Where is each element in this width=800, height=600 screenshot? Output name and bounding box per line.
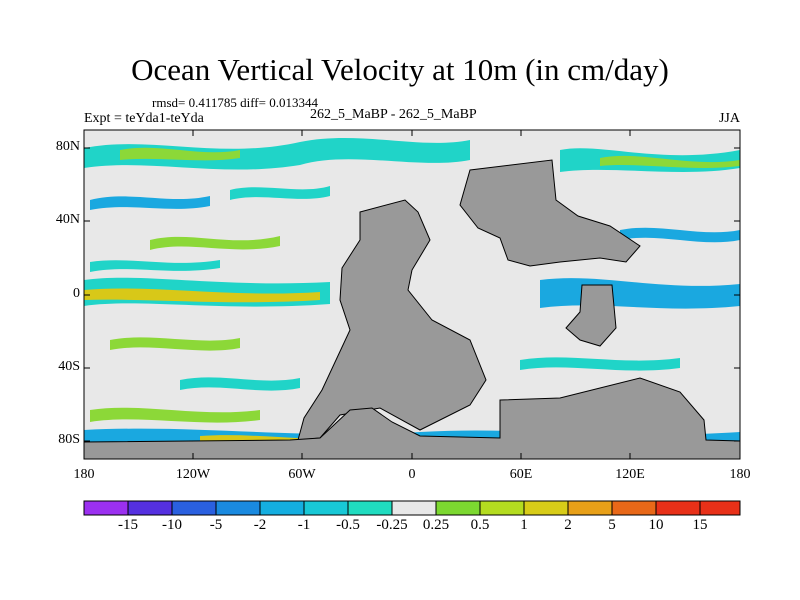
axis-ticks bbox=[84, 130, 740, 459]
colorbar-swatch bbox=[83, 500, 129, 516]
lat-label-80s: 80S bbox=[58, 432, 80, 447]
colorbar-swatch bbox=[171, 500, 217, 516]
colorbar-swatch bbox=[127, 500, 173, 516]
lon-label-180e: 180 bbox=[729, 467, 751, 482]
arctic-east-green bbox=[600, 155, 740, 168]
nh-streak-2 bbox=[150, 236, 280, 250]
sh-streak-east bbox=[520, 357, 680, 371]
rmsd-stats: rmsd= 0.411785 diff= 0.013344 bbox=[152, 95, 318, 110]
colorbar-label: 2 bbox=[564, 517, 572, 533]
colorbar-label: 0.25 bbox=[422, 517, 450, 533]
nh-streak-1 bbox=[90, 196, 210, 210]
colorbar-swatch bbox=[655, 500, 701, 516]
africa-landmass bbox=[565, 284, 617, 347]
colorbar-swatch bbox=[259, 500, 305, 516]
lon-label-0: 0 bbox=[408, 467, 416, 482]
colorbar-label: -2 bbox=[253, 517, 267, 533]
nh-streak-3 bbox=[230, 186, 330, 200]
colorbar-label: -15 bbox=[118, 517, 138, 533]
colorbar-swatch bbox=[567, 500, 613, 516]
arctic-band bbox=[84, 138, 470, 170]
run-label: 262_5_MaBP - 262_5_MaBP bbox=[310, 107, 477, 122]
colorbar-swatch bbox=[699, 500, 741, 516]
colorbar-swatch bbox=[523, 500, 569, 516]
season-label: JJA bbox=[718, 111, 740, 126]
colorbar-swatch bbox=[435, 500, 481, 516]
nh-east-streak bbox=[620, 227, 740, 243]
colorbar bbox=[83, 500, 741, 516]
nh-streak-4 bbox=[90, 260, 220, 272]
colorbar-label: -5 bbox=[209, 517, 223, 533]
colorbar-swatch bbox=[479, 500, 525, 516]
lon-label-60e: 60E bbox=[509, 467, 533, 482]
colorbar-label: -10 bbox=[162, 517, 182, 533]
colorbar-swatch bbox=[303, 500, 349, 516]
lon-label-60w: 60W bbox=[288, 467, 316, 482]
americas-landmass bbox=[297, 199, 487, 441]
colorbar-label: -0.5 bbox=[336, 517, 360, 533]
colorbar-label: 5 bbox=[608, 517, 616, 533]
sh-streak-2 bbox=[180, 377, 300, 391]
lat-label-40s: 40S bbox=[58, 359, 80, 374]
lon-label-180w: 180 bbox=[73, 467, 95, 482]
land-masses bbox=[83, 159, 741, 460]
lat-label-0: 0 bbox=[73, 286, 80, 301]
lat-label-80n: 80N bbox=[55, 139, 80, 154]
sh-streak-3 bbox=[90, 407, 260, 423]
colorbar-label: -1 bbox=[297, 517, 311, 533]
colorbar-swatch bbox=[611, 500, 657, 516]
map-title: Ocean Vertical Velocity at 10m (in cm/da… bbox=[131, 52, 669, 87]
colorbar-swatch bbox=[347, 500, 393, 516]
lat-label-40n: 40N bbox=[55, 212, 80, 227]
colorbar-label: 1 bbox=[520, 517, 528, 533]
colorbar-swatch bbox=[391, 500, 437, 516]
eurasia-landmass bbox=[459, 159, 641, 267]
colorbar-label: -0.25 bbox=[376, 517, 408, 533]
equatorial-core bbox=[84, 288, 320, 303]
colorbar-swatch bbox=[215, 500, 261, 516]
sh-streak-1 bbox=[110, 337, 240, 351]
colorbar-label: 10 bbox=[648, 517, 664, 533]
lon-label-120e: 120E bbox=[615, 467, 645, 482]
experiment-label: Expt = teYda1-teYda bbox=[84, 111, 204, 126]
colorbar-label: 0.5 bbox=[470, 517, 490, 533]
lon-label-120w: 120W bbox=[175, 467, 211, 482]
arctic-yellow bbox=[120, 147, 240, 161]
colorbar-label: 15 bbox=[692, 517, 708, 533]
